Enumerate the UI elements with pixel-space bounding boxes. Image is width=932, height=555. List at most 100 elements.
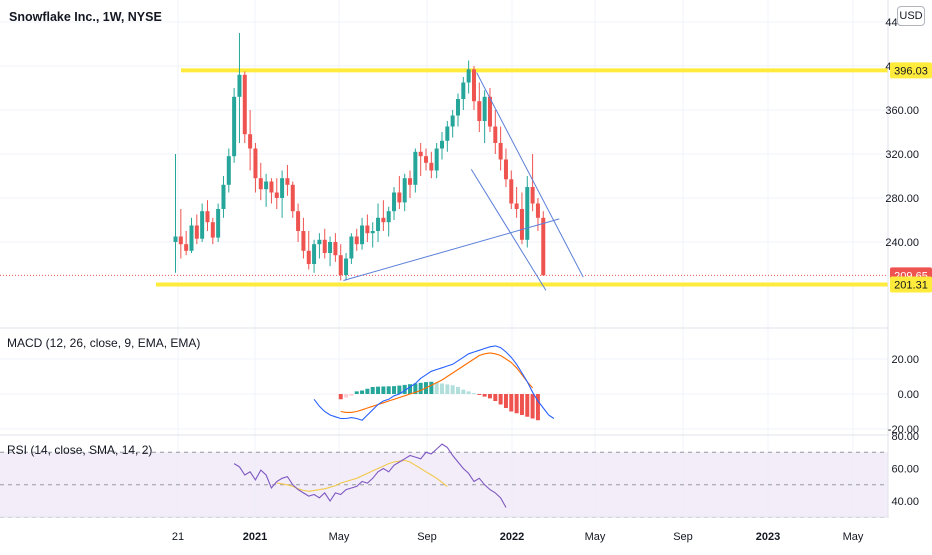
macd-histogram-bar xyxy=(429,381,434,394)
candle-body xyxy=(248,134,253,149)
price-badge-label: 396.03 xyxy=(894,65,928,77)
drawings[interactable] xyxy=(343,72,584,291)
macd-histogram-bar xyxy=(418,382,423,394)
candle-body xyxy=(402,178,407,203)
macd-histogram-bar xyxy=(376,386,381,394)
candle-body xyxy=(306,250,311,264)
candle-body xyxy=(360,225,365,245)
candle-body xyxy=(525,187,530,240)
candle-body xyxy=(493,126,498,143)
candle-body xyxy=(258,178,263,190)
macd-histogram-bar xyxy=(440,383,444,394)
macd-axis-tick-label: 0.00 xyxy=(898,389,919,401)
macd-histogram-bar xyxy=(408,384,413,394)
candle-body xyxy=(445,126,450,141)
pane-separators xyxy=(0,0,932,518)
channel-upper xyxy=(476,72,584,278)
candle-body xyxy=(205,211,210,223)
price-badge-label: 201.31 xyxy=(894,280,928,292)
candle-body xyxy=(264,181,269,190)
candle-body xyxy=(498,143,503,160)
candle-body xyxy=(290,184,295,212)
candle-body xyxy=(509,179,514,204)
candle-body xyxy=(455,99,460,116)
macd-histogram-bar xyxy=(450,385,455,394)
rising-trendline xyxy=(343,218,560,281)
candle-body xyxy=(274,192,279,198)
macd-histogram-bar xyxy=(360,390,365,394)
candle-body xyxy=(461,82,466,99)
price-badge xyxy=(890,276,932,293)
rsi-axis-tick-label: 60.00 xyxy=(891,464,919,476)
candle-body xyxy=(189,225,194,251)
rsi-line xyxy=(233,443,507,508)
price-axis-tick-label: 320.00 xyxy=(885,149,919,161)
candle-body xyxy=(397,192,402,203)
candle-body xyxy=(285,178,290,185)
candle-body xyxy=(440,140,444,149)
time-axis-tick-label: May xyxy=(329,531,350,543)
candle-body xyxy=(216,209,221,238)
candle-body xyxy=(338,255,343,275)
candle-body xyxy=(370,231,375,234)
candle-body xyxy=(429,162,434,171)
macd-histogram-bar xyxy=(445,384,450,394)
macd-histogram-bar xyxy=(402,384,407,394)
candle-body xyxy=(184,244,189,251)
macd-histogram-bar xyxy=(344,394,349,398)
horizontal-levels xyxy=(0,68,888,287)
candle-body xyxy=(253,148,258,179)
candle-body xyxy=(477,101,482,121)
candle-body xyxy=(541,217,546,276)
macd-histogram-bar xyxy=(338,394,343,400)
macd-histogram-bar xyxy=(386,386,391,394)
candle-body xyxy=(408,178,413,185)
time-axis-tick-label: Sep xyxy=(673,531,693,543)
macd-histogram-bar xyxy=(514,394,519,414)
candle-body xyxy=(173,236,178,242)
macd-line xyxy=(313,345,555,421)
time-axis-tick-label: 21 xyxy=(172,531,184,543)
macd-histogram-bar xyxy=(519,394,524,415)
macd-histogram-bar xyxy=(525,394,530,417)
candle-body xyxy=(381,217,386,223)
candle-body xyxy=(413,151,418,185)
rsi-axis-tick-label: 80.00 xyxy=(891,431,919,443)
macd-axis-tick-label: -20.00 xyxy=(888,424,919,436)
macd-histogram-bar xyxy=(397,385,402,394)
candle-body xyxy=(392,192,397,212)
candle-body xyxy=(349,236,354,259)
macd-histogram-bar xyxy=(477,394,482,395)
candle-body xyxy=(354,236,359,245)
rsi-ma-line xyxy=(276,459,448,492)
macd-title: MACD (12, 26, close, 9, EMA, EMA) xyxy=(7,336,200,350)
time-axis-tick-label: 2021 xyxy=(243,531,267,543)
macd-histogram-bar xyxy=(370,387,375,394)
candle-body xyxy=(221,184,226,209)
rsi-axis-tick-label: 40.00 xyxy=(891,496,919,508)
macd-histogram-bar xyxy=(365,388,370,394)
candle-body xyxy=(312,244,317,264)
price-badge xyxy=(890,62,932,79)
candle-body xyxy=(344,258,349,275)
candle-body xyxy=(450,115,455,127)
macd-histogram-bar xyxy=(413,383,418,394)
currency-button[interactable]: USD xyxy=(897,6,925,26)
macd-histogram-bar xyxy=(455,387,460,394)
candle-body xyxy=(210,222,215,238)
candle-body xyxy=(418,151,423,157)
symbol-title: Snowflake Inc., 1W, NYSE xyxy=(9,10,162,24)
time-axis: 21 2021 May Sep 2022 May Sep 2023 May xyxy=(172,531,864,543)
candle-body xyxy=(280,178,285,198)
macd-histogram-bar xyxy=(461,389,466,394)
macd-histogram-bar xyxy=(349,394,354,396)
time-axis-tick-label: Sep xyxy=(417,531,437,543)
macd-histogram-bar xyxy=(392,386,397,394)
macd-pane xyxy=(313,345,555,421)
candle-body xyxy=(434,148,439,171)
candle-body xyxy=(530,187,535,204)
candle-body xyxy=(178,236,183,245)
